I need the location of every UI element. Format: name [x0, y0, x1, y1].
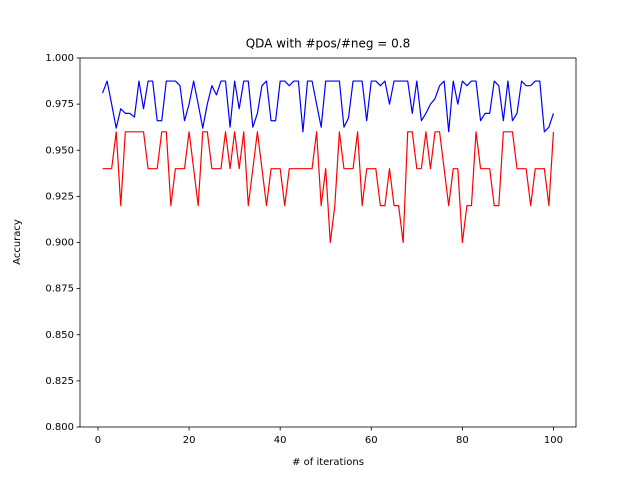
- x-axis-label: # of iterations: [292, 457, 364, 468]
- x-tick-label: 80: [456, 435, 469, 446]
- plot-frame: [79, 57, 577, 428]
- y-tick-label: 0.875: [45, 284, 74, 295]
- data-line: [101, 80, 555, 133]
- y-tick-label: 0.925: [45, 191, 74, 202]
- y-tick-label: 0.975: [45, 99, 74, 110]
- y-axis-label: Accuracy: [12, 219, 23, 265]
- y-tick-label: 0.950: [45, 145, 74, 156]
- y-tick-label: 0.850: [45, 330, 74, 341]
- x-tick-label: 40: [274, 435, 287, 446]
- y-tick-label: 1.000: [45, 53, 74, 64]
- x-tick-label: 100: [544, 435, 563, 446]
- data-line: [102, 131, 555, 244]
- x-tick-label: 0: [95, 435, 101, 446]
- x-tick-label: 20: [183, 435, 196, 446]
- y-tick-label: 0.900: [45, 238, 74, 249]
- y-tick-label: 0.825: [45, 376, 74, 387]
- y-tick-label: 0.800: [45, 422, 74, 433]
- x-tick-label: 60: [365, 435, 378, 446]
- chart-title: QDA with #pos/#neg = 0.8: [246, 37, 411, 51]
